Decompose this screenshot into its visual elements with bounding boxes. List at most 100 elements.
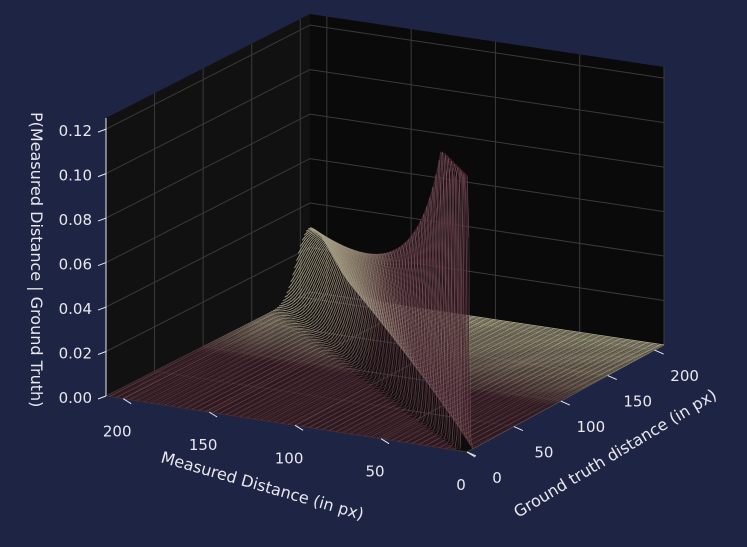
surface-line (157, 240, 361, 405)
y-tick (654, 349, 664, 355)
surface-line (150, 238, 354, 404)
surface-line (233, 252, 435, 416)
surface-line (288, 252, 489, 425)
surface-line (109, 228, 314, 397)
surface-line (205, 249, 408, 412)
surface-line (116, 230, 321, 398)
surface-mesh (105, 150, 665, 451)
x-tick (122, 398, 132, 405)
surface-line (109, 172, 472, 448)
y-tick (560, 400, 571, 406)
z-tick-label: 0.06 (59, 256, 92, 274)
surface-line (391, 186, 590, 441)
tick-marks: 0.00 0.02 0.04 0.06 0.08 0.10 0.12 0 50 100 150 200… (59, 122, 699, 494)
surface-line (432, 161, 631, 447)
surface-line (212, 250, 415, 413)
surface-line (308, 248, 509, 428)
z-tick (97, 217, 107, 222)
y-tick-label: 150 (623, 393, 652, 411)
surface-line (197, 249, 556, 405)
surface-line (183, 241, 543, 412)
surface-line (453, 170, 651, 451)
surface-line (171, 243, 375, 407)
surface-line (121, 163, 483, 445)
surface-line (219, 251, 422, 414)
surface-line (322, 244, 523, 430)
surface-line (178, 244, 381, 408)
surface-line (246, 253, 449, 419)
z-axis-label: P(Measured Distance | Ground Truth) (27, 112, 46, 407)
surface-line (119, 165, 481, 446)
surface-line (130, 233, 334, 400)
surface-line (315, 246, 516, 429)
surface-line (224, 253, 582, 391)
surface-line (377, 206, 577, 439)
surface-line (133, 154, 494, 439)
surface-line (384, 197, 584, 440)
surface-line (181, 240, 541, 413)
surface-line (113, 169, 475, 449)
surface-line (405, 160, 604, 443)
surface-line (137, 150, 498, 437)
z-tick-label: 0.08 (59, 211, 92, 229)
surface-line (123, 232, 328, 399)
surface-line (195, 248, 554, 406)
surface-line (123, 162, 484, 444)
surface-line (146, 180, 507, 432)
surface-line (446, 166, 644, 449)
surface-line (269, 244, 625, 367)
surface-line (185, 245, 388, 409)
surface-line (203, 251, 561, 402)
surface-line (193, 247, 552, 407)
surface-line (295, 251, 496, 426)
z-tick-label: 0.02 (59, 345, 92, 363)
surface-line (164, 241, 368, 406)
z-tick (97, 173, 107, 178)
surface-line (439, 164, 638, 448)
x-tick-label: 0 (456, 476, 466, 494)
surface-line (459, 173, 658, 449)
surface-line (214, 253, 573, 396)
grid-line (105, 113, 665, 219)
surface-line (125, 160, 486, 443)
surface-line (398, 174, 597, 442)
z-tick-label: 0.04 (59, 300, 92, 318)
surface-line (281, 253, 482, 424)
surface-line (418, 155, 617, 445)
surface-line (343, 235, 543, 433)
surface-line (240, 253, 442, 417)
surface-line (111, 171, 474, 449)
grid-line (105, 202, 665, 308)
surface-line (172, 230, 531, 418)
surface-line (143, 237, 348, 403)
surface-line (136, 235, 341, 401)
x-tick-label: 150 (189, 436, 218, 454)
surface-line (274, 253, 476, 423)
surface-line (411, 151, 611, 444)
surface-line (187, 244, 546, 410)
y-tick (513, 426, 524, 431)
surface-line (135, 152, 496, 438)
surface-line (129, 157, 490, 441)
surface-line (253, 253, 456, 420)
surface-line (226, 251, 429, 415)
y-tick-label: 0 (492, 469, 502, 487)
x-tick (208, 411, 218, 418)
grid-line (105, 246, 665, 352)
y-tick-label: 100 (576, 418, 605, 436)
y-tick (466, 451, 477, 457)
surface-line (198, 248, 402, 411)
y-tick-label: 50 (534, 444, 553, 462)
x-tick-label: 200 (103, 423, 132, 441)
surface-line (206, 252, 565, 400)
y-tick-label: 200 (670, 367, 699, 385)
z-tick-label: 0.10 (59, 167, 92, 185)
surface-line (107, 174, 470, 450)
x-tick-label: 100 (275, 449, 304, 467)
surface-line (216, 253, 574, 395)
surface-line (218, 253, 576, 394)
x-tick (294, 424, 304, 431)
grid-line (105, 24, 665, 130)
surface-line (199, 250, 558, 404)
